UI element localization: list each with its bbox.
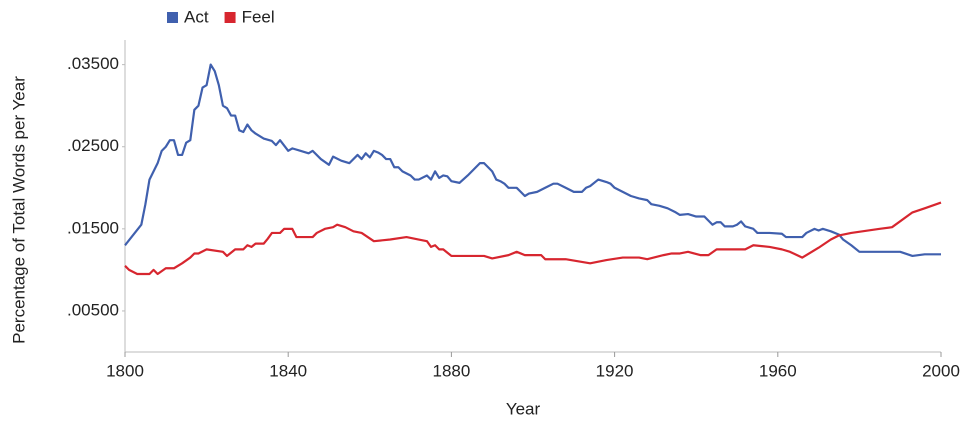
y-axis-title: Percentage of Total Words per Year [9,76,28,344]
legend-swatch [167,12,178,23]
x-tick-label: 1840 [269,361,307,380]
x-tick-label: 2000 [922,361,960,380]
x-tick-label: 1920 [596,361,634,380]
x-tick-label: 1800 [106,361,144,380]
legend-swatch [224,12,236,23]
y-tick-label: .01500 [67,218,119,237]
line-series [124,63,941,258]
y-tick-label: .00500 [67,300,119,319]
y-tick-label: .02500 [67,136,119,155]
y-tick-label: .03500 [67,54,119,73]
x-tick-label: 1960 [759,361,797,380]
x-tick-label: 1880 [432,361,470,380]
x-axis-title: Year [506,399,541,418]
line-series [124,201,942,276]
legend-label: Feel [242,7,275,26]
legend-label: Act [184,7,209,26]
